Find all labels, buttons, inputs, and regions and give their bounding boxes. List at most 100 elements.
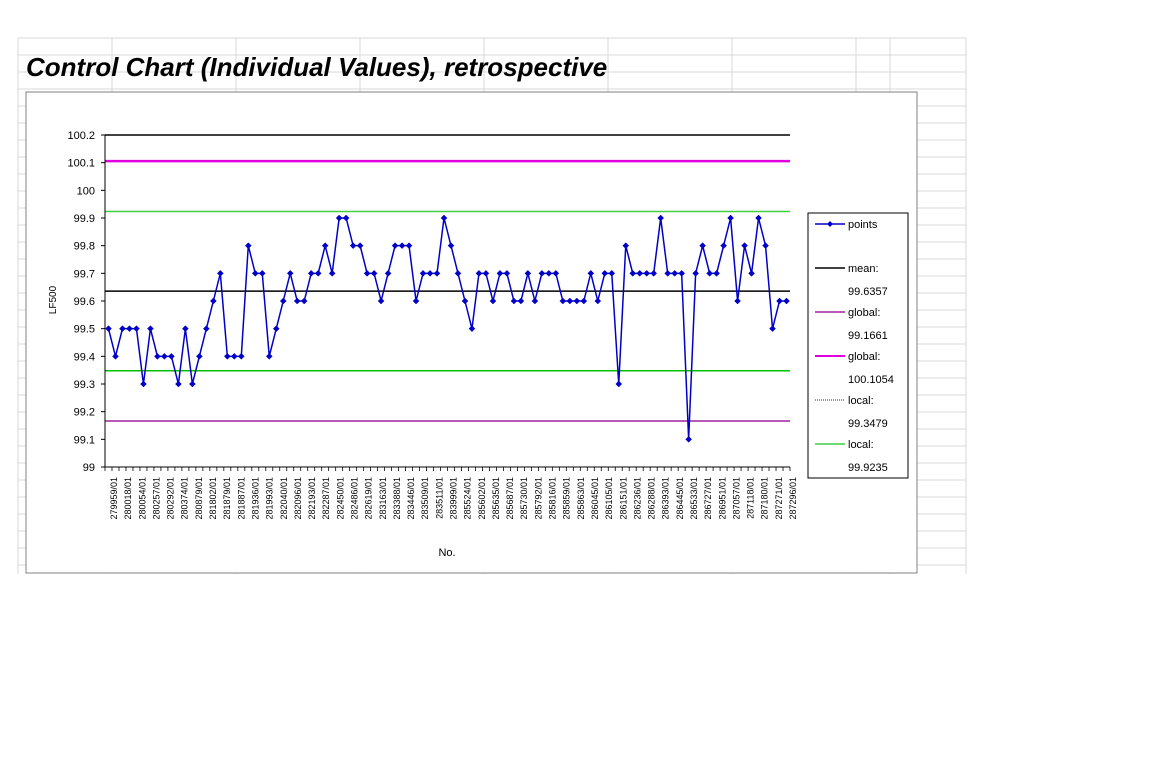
x-tick-label: 286236/01	[632, 477, 642, 520]
data-point	[664, 269, 672, 277]
data-point	[168, 352, 175, 360]
data-point	[293, 297, 301, 305]
data-point	[419, 269, 427, 277]
legend-value: 100.1054	[848, 374, 894, 386]
data-point	[119, 325, 126, 333]
data-point	[713, 269, 720, 277]
data-point	[482, 269, 490, 277]
x-tick-label: 285687/01	[505, 477, 515, 520]
data-point	[412, 297, 420, 305]
data-point	[209, 297, 217, 305]
data-point	[510, 297, 518, 305]
x-tick-label: 282450/01	[335, 477, 345, 520]
data-point	[251, 269, 259, 277]
x-tick-label: 282193/01	[307, 477, 317, 520]
x-tick-label: 281993/01	[265, 477, 275, 520]
x-tick-label: 282096/01	[293, 477, 303, 520]
y-axis-label: LF500	[48, 285, 59, 314]
data-point	[755, 214, 762, 222]
data-point	[175, 380, 182, 388]
data-point	[230, 352, 238, 360]
data-point	[112, 352, 119, 360]
x-tick-label: 283163/01	[378, 477, 388, 520]
data-point	[342, 214, 350, 222]
data-point	[594, 297, 602, 305]
y-tick-label: 99.3	[74, 379, 95, 391]
x-tick-label: 286288/01	[647, 477, 657, 520]
data-point	[650, 269, 658, 277]
legend-label: mean:	[848, 263, 879, 275]
data-point	[300, 297, 308, 305]
y-tick-label: 99.6	[74, 296, 95, 308]
data-point	[454, 269, 462, 277]
legend-value: 99.9235	[848, 462, 888, 474]
data-point	[720, 242, 727, 250]
data-point	[552, 269, 560, 277]
data-point	[154, 352, 161, 360]
data-point	[314, 269, 322, 277]
data-point	[279, 297, 287, 305]
y-tick-label: 100.1	[67, 158, 95, 170]
x-tick-label: 281879/01	[222, 477, 232, 520]
y-tick-label: 99	[83, 462, 95, 474]
data-point	[496, 269, 504, 277]
x-tick-label: 285859/01	[562, 477, 572, 520]
data-point	[216, 269, 224, 277]
data-point	[286, 269, 294, 277]
x-tick-label: 285816/01	[548, 477, 558, 520]
data-point	[126, 325, 133, 333]
data-point	[531, 297, 539, 305]
data-point	[384, 269, 392, 277]
legend-label: local:	[848, 439, 874, 451]
chart-title: Control Chart (Individual Values), retro…	[26, 52, 608, 82]
data-point	[370, 269, 378, 277]
x-tick-label: 286045/01	[590, 477, 600, 520]
data-point	[237, 352, 245, 360]
x-tick-label: 282287/01	[321, 477, 331, 520]
y-tick-label: 99.2	[74, 407, 95, 419]
data-point	[461, 297, 469, 305]
data-point	[161, 352, 168, 360]
data-point	[440, 214, 448, 222]
data-point	[629, 269, 637, 277]
x-tick-label: 281802/01	[208, 477, 218, 520]
data-point	[405, 242, 413, 250]
x-tick-label: 282619/01	[364, 477, 374, 520]
legend-label-points: points	[848, 219, 878, 231]
data-point	[363, 269, 371, 277]
legend-box	[807, 212, 909, 479]
legend-label: global:	[848, 351, 880, 363]
data-point	[566, 297, 574, 305]
legend-label: local:	[848, 395, 874, 407]
x-axis-label: No.	[438, 547, 455, 559]
x-tick-label: 287057/01	[731, 477, 741, 520]
data-point	[328, 269, 336, 277]
y-tick-label: 99.4	[74, 351, 95, 363]
x-tick-label: 286105/01	[604, 477, 614, 520]
y-tick-label: 99.5	[74, 324, 95, 336]
data-point	[475, 269, 483, 277]
x-tick-label: 280292/01	[166, 477, 176, 520]
x-tick-label: 279959/01	[109, 477, 119, 520]
x-tick-label: 286393/01	[661, 477, 671, 520]
x-tick-label: 287118/01	[746, 477, 756, 519]
legend-label: global:	[848, 307, 880, 319]
data-point	[671, 269, 679, 277]
data-point	[202, 325, 210, 333]
data-point	[706, 269, 713, 277]
data-point	[377, 297, 385, 305]
data-point	[133, 325, 140, 333]
data-point	[734, 297, 741, 305]
data-point	[196, 352, 203, 360]
x-tick-label: 285602/01	[477, 477, 487, 520]
data-point	[517, 297, 525, 305]
x-tick-label: 281936/01	[250, 477, 260, 520]
x-tick-label: 286445/01	[675, 477, 685, 520]
data-point	[776, 297, 783, 305]
chart-area[interactable]	[25, 91, 918, 574]
data-point	[398, 242, 406, 250]
data-point	[447, 242, 455, 250]
x-tick-label: 285792/01	[533, 477, 543, 520]
x-tick-label: 283446/01	[406, 477, 416, 520]
